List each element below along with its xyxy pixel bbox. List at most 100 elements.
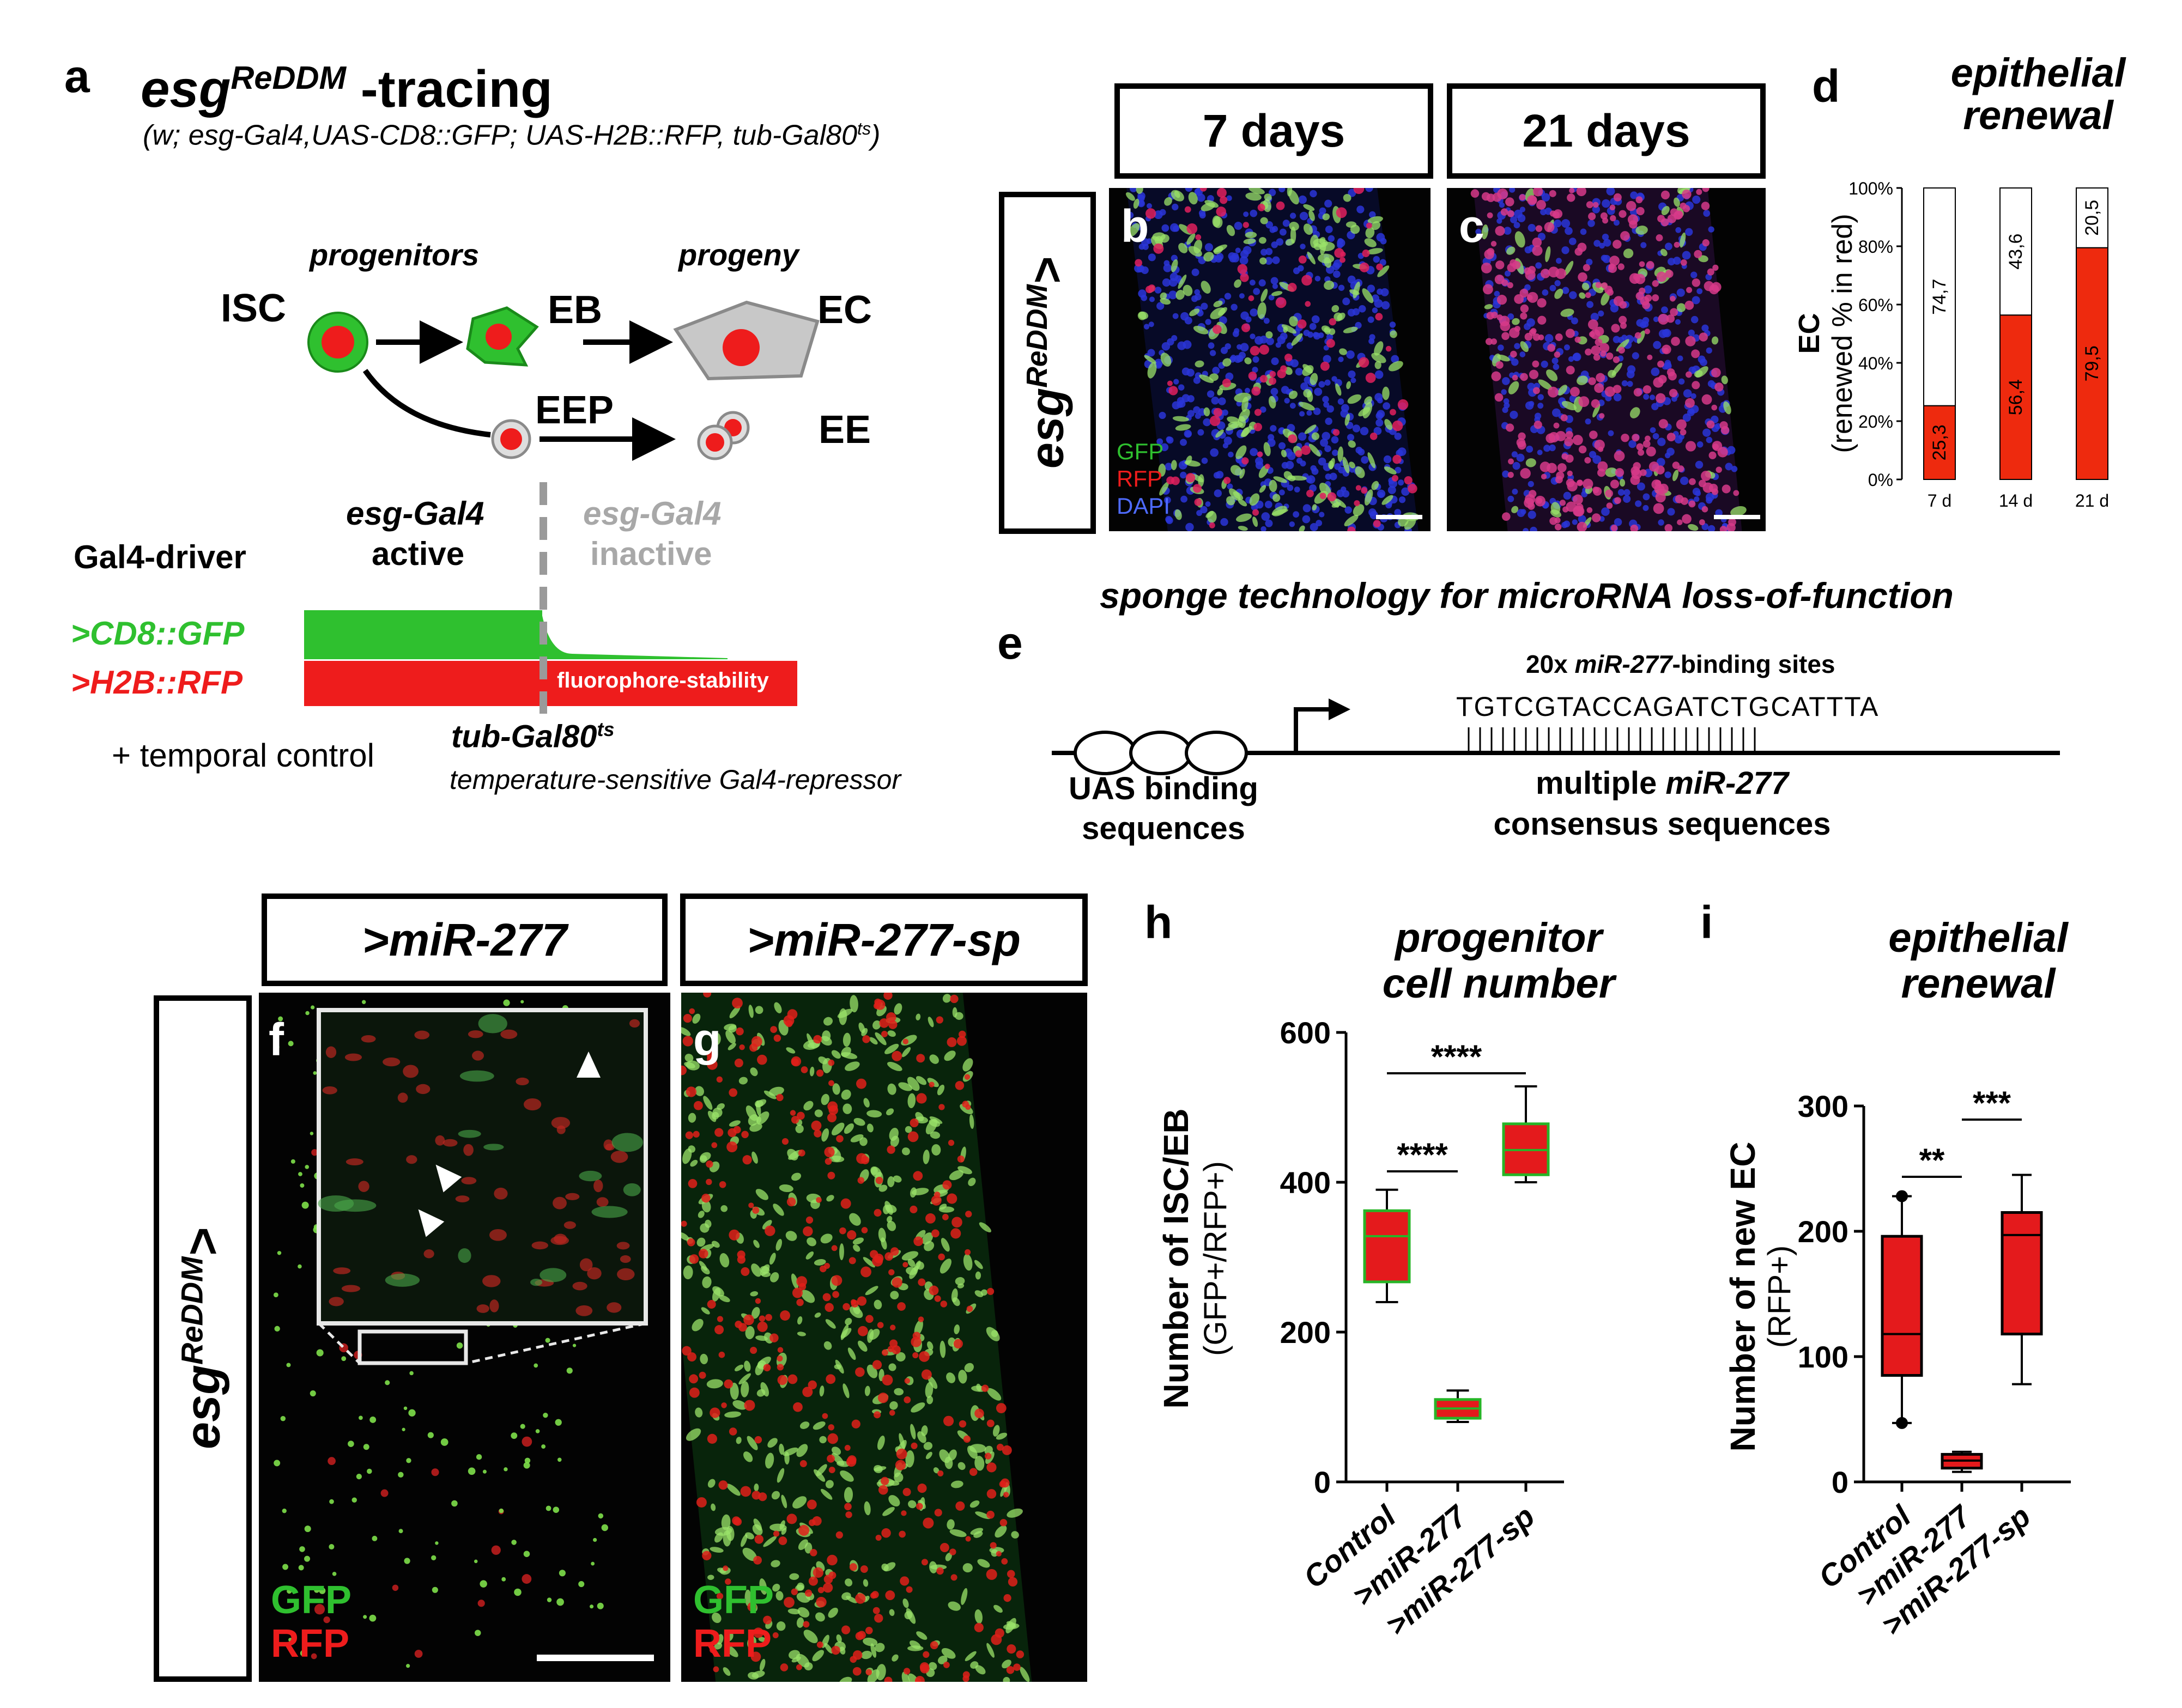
rfp-nucleus — [1652, 280, 1659, 287]
dapi-nucleus — [1245, 387, 1251, 393]
gfp-cell — [712, 1287, 721, 1302]
tubgal80-base: tub-Gal80 — [451, 719, 597, 755]
rfp-nucleus — [904, 1378, 911, 1384]
dapi-nucleus — [1302, 515, 1311, 524]
rfp-nucleus — [999, 1480, 1007, 1488]
rfp-nucleus — [1648, 461, 1659, 472]
rfp-nucleus — [1008, 1577, 1018, 1587]
rfp-nucleus — [1392, 420, 1403, 431]
gfp-cell — [839, 1676, 852, 1682]
rfp-nucleus — [1670, 208, 1678, 216]
gfp-cell — [1172, 416, 1189, 422]
rfp-nucleus — [1186, 223, 1198, 234]
rfp-nucleus — [934, 1295, 941, 1302]
gfp-cell — [1178, 242, 1188, 253]
dapi-nucleus — [1511, 358, 1519, 366]
gfp-cell — [939, 1203, 947, 1210]
gfp-cell — [738, 1373, 751, 1385]
gfp-cell — [1384, 419, 1393, 430]
tubgal80-sup: ts — [597, 718, 615, 740]
gfp-cell — [823, 1341, 832, 1350]
y-tick-label: 400 — [1280, 1165, 1331, 1200]
rfp-nucleus — [1195, 234, 1202, 240]
dapi-nucleus — [1252, 367, 1258, 373]
dapi-nucleus — [1563, 520, 1571, 527]
gfp-cell — [1335, 383, 1342, 396]
dapi-nucleus — [1154, 287, 1162, 294]
rfp-nucleus — [1651, 479, 1662, 490]
rfp-nucleus — [956, 1036, 967, 1046]
gfp-cell — [721, 1514, 731, 1530]
dapi-nucleus — [1561, 219, 1571, 228]
gfp-cell — [967, 1445, 978, 1459]
dapi-nucleus — [1265, 519, 1273, 527]
rfp-nucleus — [707, 1299, 716, 1309]
gfp-cell — [839, 1646, 846, 1655]
gfp-cell — [975, 1511, 991, 1519]
gfp-cell — [1404, 518, 1416, 530]
gfp-cell — [821, 1128, 829, 1142]
gfp-spot — [286, 1363, 291, 1367]
gfp-cell — [1560, 308, 1574, 317]
inset-rfp-nucleus — [596, 1197, 609, 1207]
side-base: esg — [1021, 387, 1074, 469]
gfp-cell — [869, 1037, 878, 1045]
rfp-nucleus — [1567, 470, 1573, 477]
bar-data-label-d: 20,5 — [2082, 200, 2102, 236]
bar-data-label-d: 43,6 — [2005, 234, 2026, 270]
gfp-spot — [369, 1614, 377, 1622]
gfp-cell — [888, 1495, 900, 1507]
dapi-nucleus — [1499, 202, 1505, 208]
rfp-nucleus — [740, 1486, 751, 1497]
dapi-nucleus — [1666, 447, 1675, 456]
gfp-cell — [1175, 290, 1185, 300]
dapi-nucleus — [1398, 479, 1404, 486]
rfp-nucleus — [951, 1217, 962, 1228]
gfp-cell — [843, 1032, 851, 1047]
dapi-nucleus — [1701, 324, 1709, 332]
dapi-nucleus — [1365, 188, 1373, 192]
rfp-nucleus — [755, 1298, 761, 1304]
rfp-nucleus — [953, 1339, 963, 1349]
rfp-nucleus — [721, 1402, 727, 1408]
gfp-cell — [1481, 224, 1488, 240]
inset-rfp-nucleus — [616, 1242, 630, 1250]
gfp-cell — [945, 1552, 952, 1561]
gfp-cell — [807, 1042, 820, 1048]
gfp-cell — [1238, 499, 1247, 507]
y-axis-sublabel: (GFP+/RFP+) — [1198, 1161, 1233, 1356]
inset-gfp-cell — [458, 1129, 481, 1138]
gfp-cell — [799, 1421, 810, 1429]
gfp-cell — [1688, 524, 1699, 531]
uas-label-line2: sequences — [1082, 810, 1245, 846]
rfp-nucleus — [709, 1646, 716, 1654]
rfp-nucleus — [1248, 295, 1254, 301]
rfp-nucleus — [827, 1433, 838, 1444]
gfp-spot — [314, 1587, 320, 1593]
gfp-spot — [534, 1363, 538, 1368]
rfp-nucleus — [1237, 264, 1247, 274]
dapi-nucleus — [1239, 293, 1245, 299]
gfp-spot — [566, 1367, 573, 1374]
gfp-cell — [1185, 455, 1192, 465]
rfp-nucleus — [855, 1593, 866, 1604]
gfp-cell — [841, 1592, 851, 1601]
rfp-nucleus — [910, 1205, 918, 1214]
dapi-nucleus — [1561, 246, 1569, 254]
gfp-spot — [356, 1473, 362, 1480]
inset-rfp-nucleus — [361, 1035, 376, 1043]
gfp-cell — [1592, 403, 1601, 418]
rfp-nucleus — [912, 1332, 921, 1340]
rfp-nucleus — [1646, 446, 1656, 457]
dapi-nucleus — [1347, 275, 1356, 284]
rfp-nucleus — [907, 1131, 919, 1142]
dapi-nucleus — [1715, 509, 1723, 517]
rfp-nucleus — [1583, 264, 1590, 271]
rfp-nucleus — [847, 1455, 857, 1464]
gfp-cell — [1291, 333, 1303, 346]
gfp-cell — [1125, 192, 1135, 201]
gfp-spot — [468, 1467, 476, 1475]
dapi-nucleus — [1571, 317, 1578, 325]
gfp-cell — [892, 1654, 899, 1662]
